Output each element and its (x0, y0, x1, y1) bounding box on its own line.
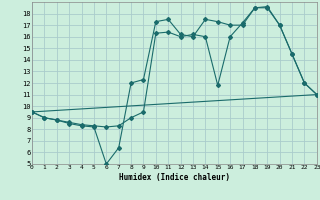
X-axis label: Humidex (Indice chaleur): Humidex (Indice chaleur) (119, 173, 230, 182)
